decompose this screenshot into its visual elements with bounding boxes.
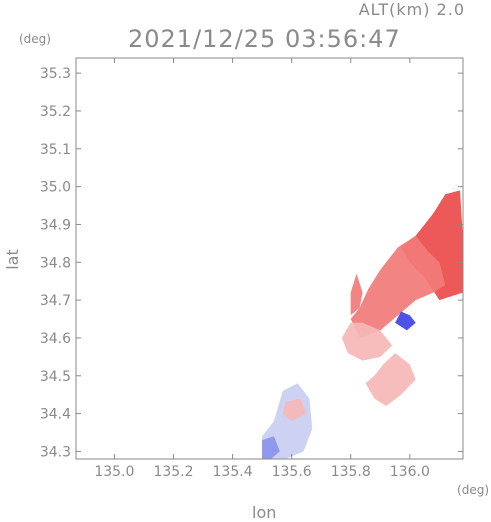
- x-tick-label: 135.2: [153, 464, 193, 480]
- y-tick-label: 34.4: [40, 407, 71, 423]
- x-axis-ticks: 135.0 135.2 135.4 135.6 135.8 136.0: [94, 58, 430, 480]
- y-axis-unit: (deg): [19, 32, 51, 46]
- echo-region-9: [282, 398, 307, 422]
- y-tick-label: 34.5: [40, 369, 71, 385]
- y-tick-label: 34.7: [40, 293, 71, 309]
- x-axis-unit: (deg): [457, 483, 489, 497]
- echo-regions: [262, 190, 463, 459]
- x-axis-label: lon: [252, 503, 277, 522]
- echo-region-6: [395, 311, 416, 331]
- y-tick-label: 34.3: [40, 444, 71, 460]
- x-tick-label: 135.0: [94, 464, 134, 480]
- echo-region-1: [401, 190, 463, 301]
- x-tick-label: 136.0: [390, 464, 430, 480]
- chart-title-datetime: 2021/12/25 03:56:47: [128, 25, 401, 53]
- altitude-label: ALT(km) 2.0: [358, 0, 465, 19]
- echo-region-5: [365, 353, 416, 406]
- y-tick-label: 35.1: [40, 142, 71, 158]
- echo-region-4: [341, 322, 393, 361]
- y-tick-label: 34.6: [40, 331, 71, 347]
- x-tick-label: 135.4: [213, 464, 253, 480]
- y-tick-label: 35.2: [40, 104, 71, 120]
- echo-region-3: [350, 273, 363, 316]
- y-axis-ticks: 34.3 34.4 34.5 34.6 34.7 34.8 34.9 35.0 35.1 35.2…: [40, 66, 463, 460]
- y-tick-label: 34.8: [40, 255, 71, 271]
- y-tick-label: 34.9: [40, 217, 71, 233]
- y-tick-label: 35.3: [40, 66, 71, 82]
- x-tick-label: 135.6: [272, 464, 312, 480]
- plot-frame: [75, 57, 464, 460]
- y-tick-label: 35.0: [40, 180, 71, 196]
- echo-region-2: [350, 235, 446, 338]
- x-tick-label: 135.8: [331, 464, 371, 480]
- echo-region-8: [262, 436, 280, 459]
